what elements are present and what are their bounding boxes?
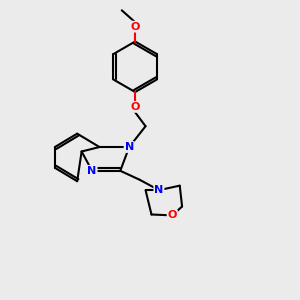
Text: N: N: [154, 185, 164, 195]
Text: O: O: [168, 210, 177, 220]
Text: O: O: [130, 22, 140, 32]
Text: N: N: [87, 166, 97, 176]
Text: O: O: [130, 102, 140, 112]
Text: N: N: [124, 142, 134, 152]
